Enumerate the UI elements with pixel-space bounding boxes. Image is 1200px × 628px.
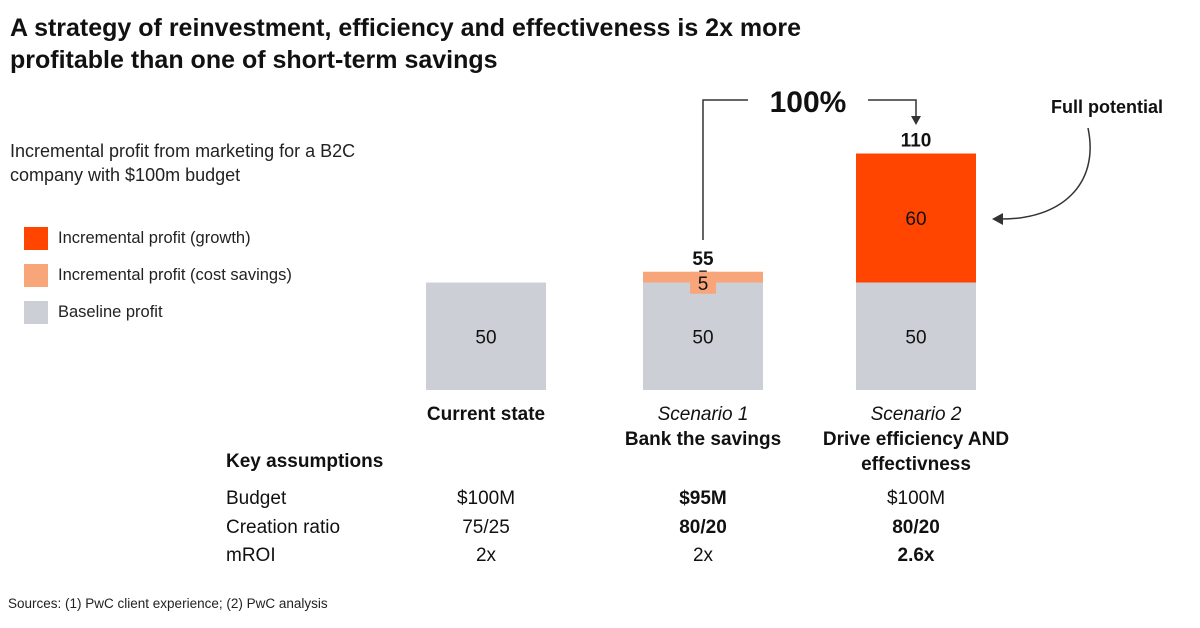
category-current-state-label: Current state <box>426 404 546 425</box>
legend-item-growth: Incremental profit (growth) <box>24 227 292 250</box>
key-assumptions-heading: Key assumptions <box>226 451 384 472</box>
total-label-scenario-2: 110 <box>901 131 932 152</box>
category-current-state: Current state <box>376 402 596 427</box>
legend-label-cost-savings: Incremental profit (cost savings) <box>58 266 292 284</box>
cost-savings-value-box <box>690 271 716 294</box>
assumption-value: 80/20 <box>679 517 727 538</box>
category-scenario-2-desc: Drive efficiency AND effectivness <box>822 429 1010 475</box>
category-scenario-2: Scenario 2 Drive efficiency AND effectiv… <box>806 402 1026 477</box>
legend: Incremental profit (growth) Incremental … <box>24 227 292 338</box>
assumption-value: $95M <box>679 488 727 509</box>
assumption-value: $100M <box>886 488 946 509</box>
total-label-scenario-1: 55 <box>692 249 714 270</box>
assumption-label: Creation ratio <box>226 517 341 538</box>
legend-item-cost-savings: Incremental profit (cost savings) <box>24 264 292 287</box>
assumption-row-budget: Budget $100M $95M $100M <box>0 488 1200 516</box>
bar-scenario-2-baseline <box>856 282 976 390</box>
chart-subtitle: Incremental profit from marketing for a … <box>10 141 356 185</box>
data-label-scenario-1-baseline: 50 <box>692 327 713 348</box>
assumption-label: Budget <box>226 488 287 509</box>
category-scenario-1: Scenario 1 Bank the savings <box>593 402 813 452</box>
bar-scenario-2-growth <box>856 153 976 283</box>
comparison-bracket-left <box>702 99 748 240</box>
legend-swatch-baseline <box>24 301 48 324</box>
source-note: Sources: (1) PwC client experience; (2) … <box>8 596 328 611</box>
assumption-value: 2x <box>475 545 497 566</box>
assumption-value: $100M <box>456 488 516 509</box>
category-scenario-1-desc: Bank the savings <box>624 429 782 450</box>
assumption-row-mroi: mROI 2x 2x 2.6x <box>0 545 1200 573</box>
legend-item-baseline: Baseline profit <box>24 301 292 324</box>
assumption-value: 75/25 <box>462 517 510 538</box>
full-potential-arrow <box>999 127 1091 220</box>
legend-label-baseline: Baseline profit <box>58 303 163 321</box>
assumption-value: 80/20 <box>892 517 940 538</box>
bar-current-state-baseline <box>426 282 546 390</box>
legend-swatch-growth <box>24 227 48 250</box>
full-potential-label: Full potential <box>1051 97 1163 117</box>
assumption-value: 2.6x <box>897 545 935 566</box>
assumption-label: mROI <box>226 545 276 566</box>
comparison-arrowhead <box>911 116 921 125</box>
category-scenario-2-name: Scenario 2 <box>870 404 962 425</box>
category-scenario-1-name: Scenario 1 <box>657 404 749 425</box>
full-potential-arrowhead <box>992 213 1003 225</box>
data-label-current-state-baseline: 50 <box>475 327 496 348</box>
comparison-bracket-right <box>868 99 917 118</box>
page-title: A strategy of reinvestment, efficiency a… <box>10 14 802 74</box>
data-label-scenario-1-cost-savings-box: 5 <box>698 274 709 295</box>
data-label-scenario-2-growth: 60 <box>905 209 926 230</box>
comparison-label: 100% <box>770 86 847 119</box>
data-label-scenario-2-baseline: 50 <box>905 327 926 348</box>
assumption-row-creation-ratio: Creation ratio 75/25 80/20 80/20 <box>0 517 1200 545</box>
bar-scenario-1-baseline <box>643 282 763 390</box>
assumption-value: 2x <box>692 545 714 566</box>
legend-label-growth: Incremental profit (growth) <box>58 229 251 247</box>
legend-swatch-cost-savings <box>24 264 48 287</box>
